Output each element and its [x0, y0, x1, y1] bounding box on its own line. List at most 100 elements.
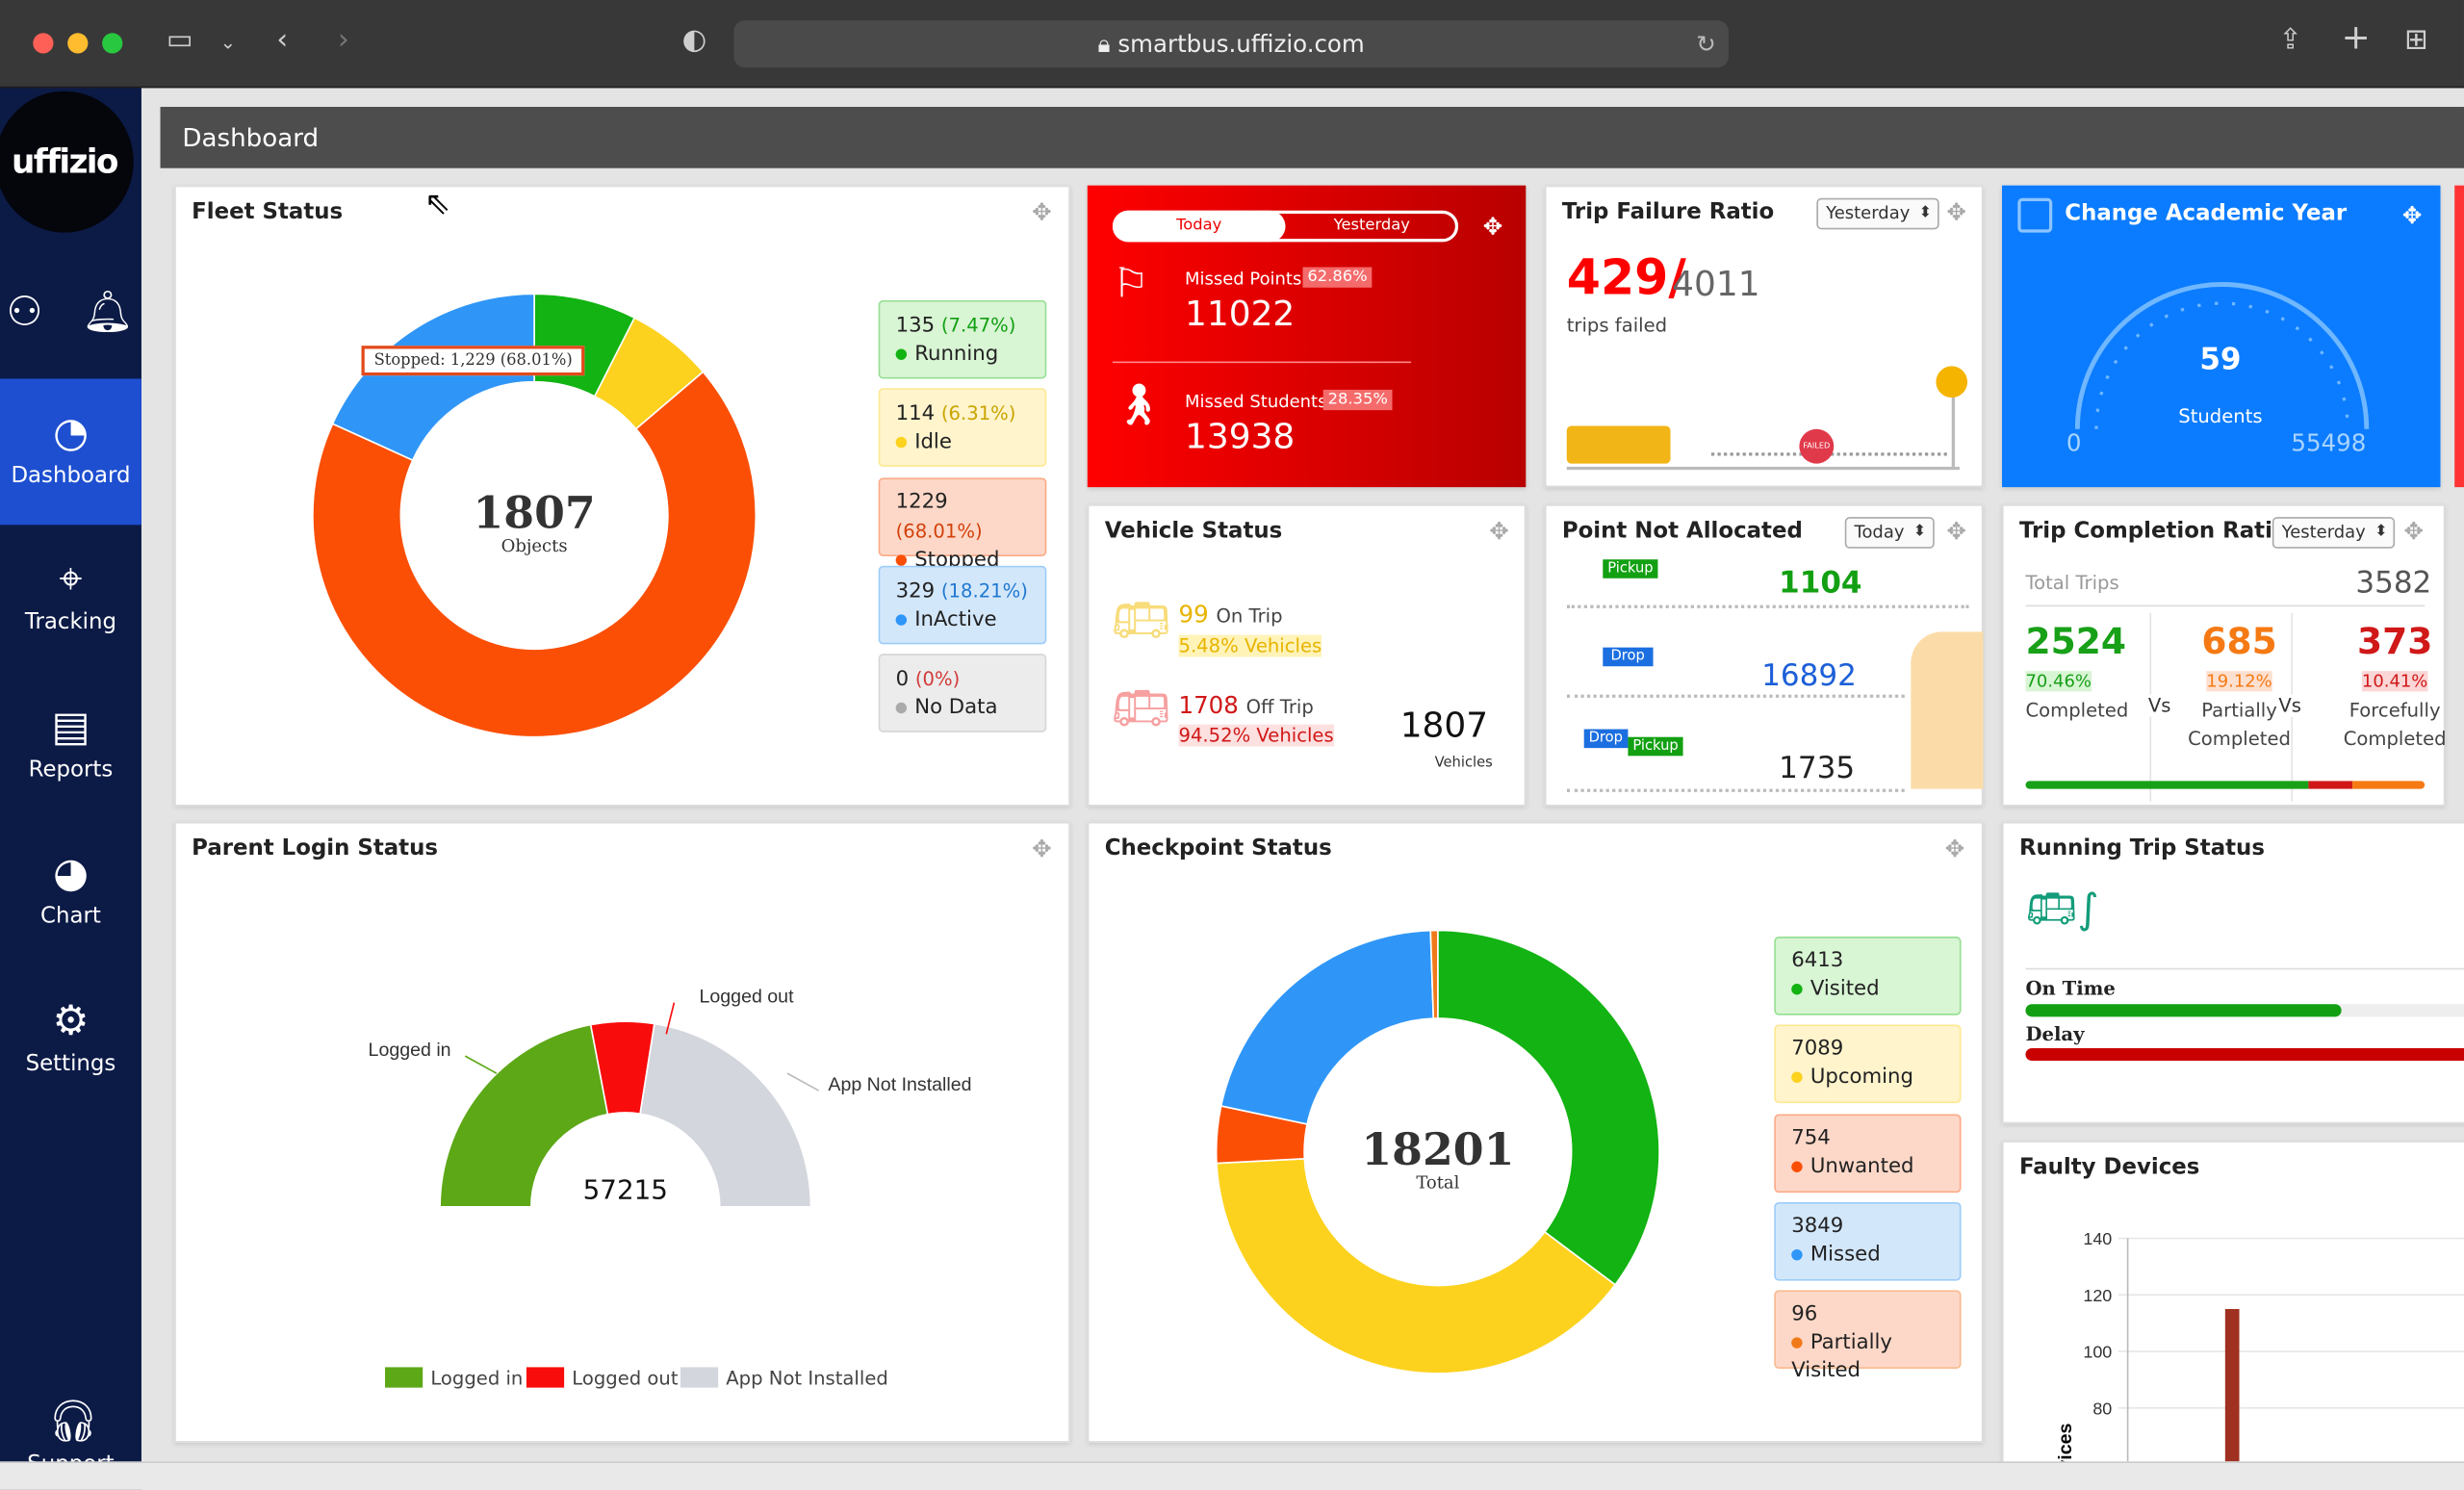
- legend-value: 1229: [895, 489, 948, 514]
- missed-card: Today Yesterday ✥ ⚐ Missed Points 62.86%…: [1087, 185, 1527, 488]
- move-icon[interactable]: ✥: [1032, 197, 1052, 227]
- browser-toolbar: ▭ ⌄ ‹ › ◐ 🔒︎ smartbus.uffizio.com ↻ ⇪ + ⊞: [0, 0, 2464, 89]
- slice-label: Logged out: [700, 987, 795, 1008]
- checkpoint-donut-chart: [1215, 929, 1660, 1374]
- label-connector: [464, 1055, 498, 1074]
- total-vehicles-label: Vehicles: [1434, 756, 1493, 772]
- parent-slice-logged-in[interactable]: [439, 1023, 609, 1208]
- parent-slice-app-not-installed[interactable]: [639, 1022, 812, 1208]
- completion-filter-select[interactable]: Yesterday: [2272, 517, 2396, 549]
- fleet-slice-stopped[interactable]: [312, 371, 757, 738]
- fleet-slice-inactive[interactable]: [331, 293, 535, 462]
- sidebar-item-reports[interactable]: ▤ Reports: [0, 673, 141, 819]
- url-text: smartbus.uffizio.com: [1117, 30, 1365, 59]
- move-icon[interactable]: ✥: [1482, 212, 1503, 241]
- tab-today[interactable]: Today: [1112, 210, 1286, 243]
- move-icon[interactable]: ✥: [1946, 197, 1966, 227]
- missed-points-value: 11022: [1185, 295, 1296, 335]
- sidebar-item-dashboard[interactable]: ◔ Dashboard: [0, 378, 141, 526]
- legend-no-data[interactable]: 0 (0%) No Data: [878, 654, 1047, 733]
- legend-unwanted[interactable]: 754 Unwanted: [1774, 1113, 1962, 1193]
- move-icon[interactable]: ✥: [1489, 517, 1509, 546]
- checkpoint-slice-partially-visited[interactable]: [1429, 929, 1439, 1019]
- legend-item[interactable]: Logged out: [526, 1367, 679, 1389]
- checkpoint-total: 18201: [1361, 1123, 1515, 1176]
- forward-icon[interactable]: ›: [338, 23, 349, 57]
- legend-running[interactable]: 135 (7.47%) Running: [878, 299, 1047, 379]
- faulty-devices-chart: 80 100 120 140 Devices: [2055, 1229, 2464, 1462]
- on-time-label: On Time: [2025, 977, 2116, 1000]
- sidebar-item-chart[interactable]: ◕ Chart: [0, 819, 141, 965]
- share-icon[interactable]: ⇪: [2278, 23, 2302, 57]
- shield-icon[interactable]: ◐: [681, 23, 707, 57]
- checkpoint-slice-missed[interactable]: [1219, 929, 1435, 1125]
- minimize-window-button[interactable]: [67, 33, 89, 54]
- drop-pickup-value: 1735: [1779, 751, 1856, 786]
- move-icon[interactable]: ✥: [1946, 517, 1966, 546]
- completion-pct: 19.12%: [2206, 671, 2272, 692]
- tab-overview-icon[interactable]: ⊞: [2403, 23, 2428, 57]
- close-window-button[interactable]: [33, 33, 54, 54]
- bar[interactable]: [2224, 1308, 2240, 1462]
- completion-value: 685: [2201, 622, 2277, 663]
- legend-idle[interactable]: 114 (6.31%) Idle: [878, 388, 1047, 468]
- legend-value: 329: [895, 579, 936, 604]
- horizontal-scrollbar[interactable]: [0, 1461, 2464, 1490]
- address-bar[interactable]: 🔒︎ smartbus.uffizio.com ↻: [733, 20, 1729, 68]
- fleet-donut-chart: [312, 293, 757, 738]
- pickup-sign: Pickup: [1628, 736, 1683, 757]
- legend-dot-icon: [895, 553, 908, 566]
- bell-icon[interactable]: 🔔︎: [81, 289, 134, 337]
- user-icon[interactable]: ⚇: [6, 289, 43, 337]
- move-icon[interactable]: ✥: [2401, 200, 2423, 230]
- completion-label: Forcefully Completed: [2343, 699, 2447, 750]
- legend-label: App Not Installed: [726, 1367, 888, 1390]
- legend-visited[interactable]: 6413 Visited: [1774, 937, 1962, 1015]
- sidebar-item-label: Dashboard: [11, 463, 131, 489]
- legend-label: Logged in: [430, 1367, 524, 1390]
- legend-stopped[interactable]: 1229 (68.01%) Stopped: [878, 476, 1047, 572]
- page-title: Dashboard: [160, 107, 2464, 168]
- card-title: Running Trip Status: [2018, 835, 2265, 861]
- sidebar-item-label: Tracking: [24, 609, 117, 635]
- legend-inactive[interactable]: 329 (18.21%) InActive: [878, 565, 1047, 645]
- gauge-min: 0: [2066, 428, 2082, 458]
- move-icon[interactable]: ✥: [2403, 517, 2425, 546]
- on-trip-label: On Trip: [1216, 604, 1283, 628]
- tab-yesterday[interactable]: Yesterday: [1333, 217, 1410, 235]
- maximize-window-button[interactable]: [102, 33, 123, 54]
- legend-pct: (68.01%): [895, 519, 983, 542]
- legend-item[interactable]: Logged in: [384, 1367, 524, 1390]
- point-filter-select[interactable]: Today: [1844, 517, 1935, 549]
- sidebar-item-settings[interactable]: ⚙ Settings: [0, 966, 141, 1113]
- gauge-icon: [2074, 282, 2370, 429]
- card-title: Trip Completion Ratio: [2018, 518, 2288, 544]
- chevron-down-icon[interactable]: ⌄: [219, 31, 236, 54]
- sidebar-toggle-icon[interactable]: ▭: [167, 23, 193, 57]
- move-icon[interactable]: ✥: [1032, 834, 1052, 863]
- trip-failure-filter-select[interactable]: Yesterday: [1816, 197, 1940, 230]
- legend-partially-visited[interactable]: 96 Partially Visited: [1774, 1290, 1962, 1383]
- total-trips-value: 4011: [1672, 265, 1760, 305]
- legend-dot-icon: [1791, 984, 1803, 995]
- sidebar-item-tracking[interactable]: ⌖ Tracking: [0, 525, 141, 671]
- bus-off-trip-icon: 🚌︎: [1111, 681, 1171, 737]
- y-tick-label: 80: [2092, 1399, 2112, 1418]
- card-title: Change Academic Year: [2065, 200, 2348, 227]
- card-title: Fleet Status: [192, 199, 344, 225]
- new-tab-icon[interactable]: +: [2341, 18, 2371, 59]
- back-icon[interactable]: ‹: [276, 23, 289, 57]
- checkpoint-slice-visited[interactable]: [1437, 929, 1660, 1286]
- students-label: Students: [2178, 405, 2263, 428]
- failed-trips-value: 429/: [1566, 249, 1686, 307]
- move-icon[interactable]: ✥: [1944, 834, 1965, 863]
- on-time-bar: [2025, 1004, 2342, 1017]
- checkpoint-slice-upcoming[interactable]: [1216, 1158, 1617, 1374]
- legend-item[interactable]: App Not Installed: [680, 1367, 888, 1389]
- legend-missed[interactable]: 3849 Missed: [1774, 1201, 1962, 1281]
- legend-upcoming[interactable]: 7089 Upcoming: [1774, 1024, 1962, 1104]
- academic-year-card[interactable]: Change Academic Year ✥ 59 Students 0 554…: [2001, 185, 2441, 488]
- reload-icon[interactable]: ↻: [1696, 30, 1716, 59]
- legend-dot-icon: [1791, 1248, 1803, 1261]
- legend-pct: (7.47%): [940, 314, 1016, 337]
